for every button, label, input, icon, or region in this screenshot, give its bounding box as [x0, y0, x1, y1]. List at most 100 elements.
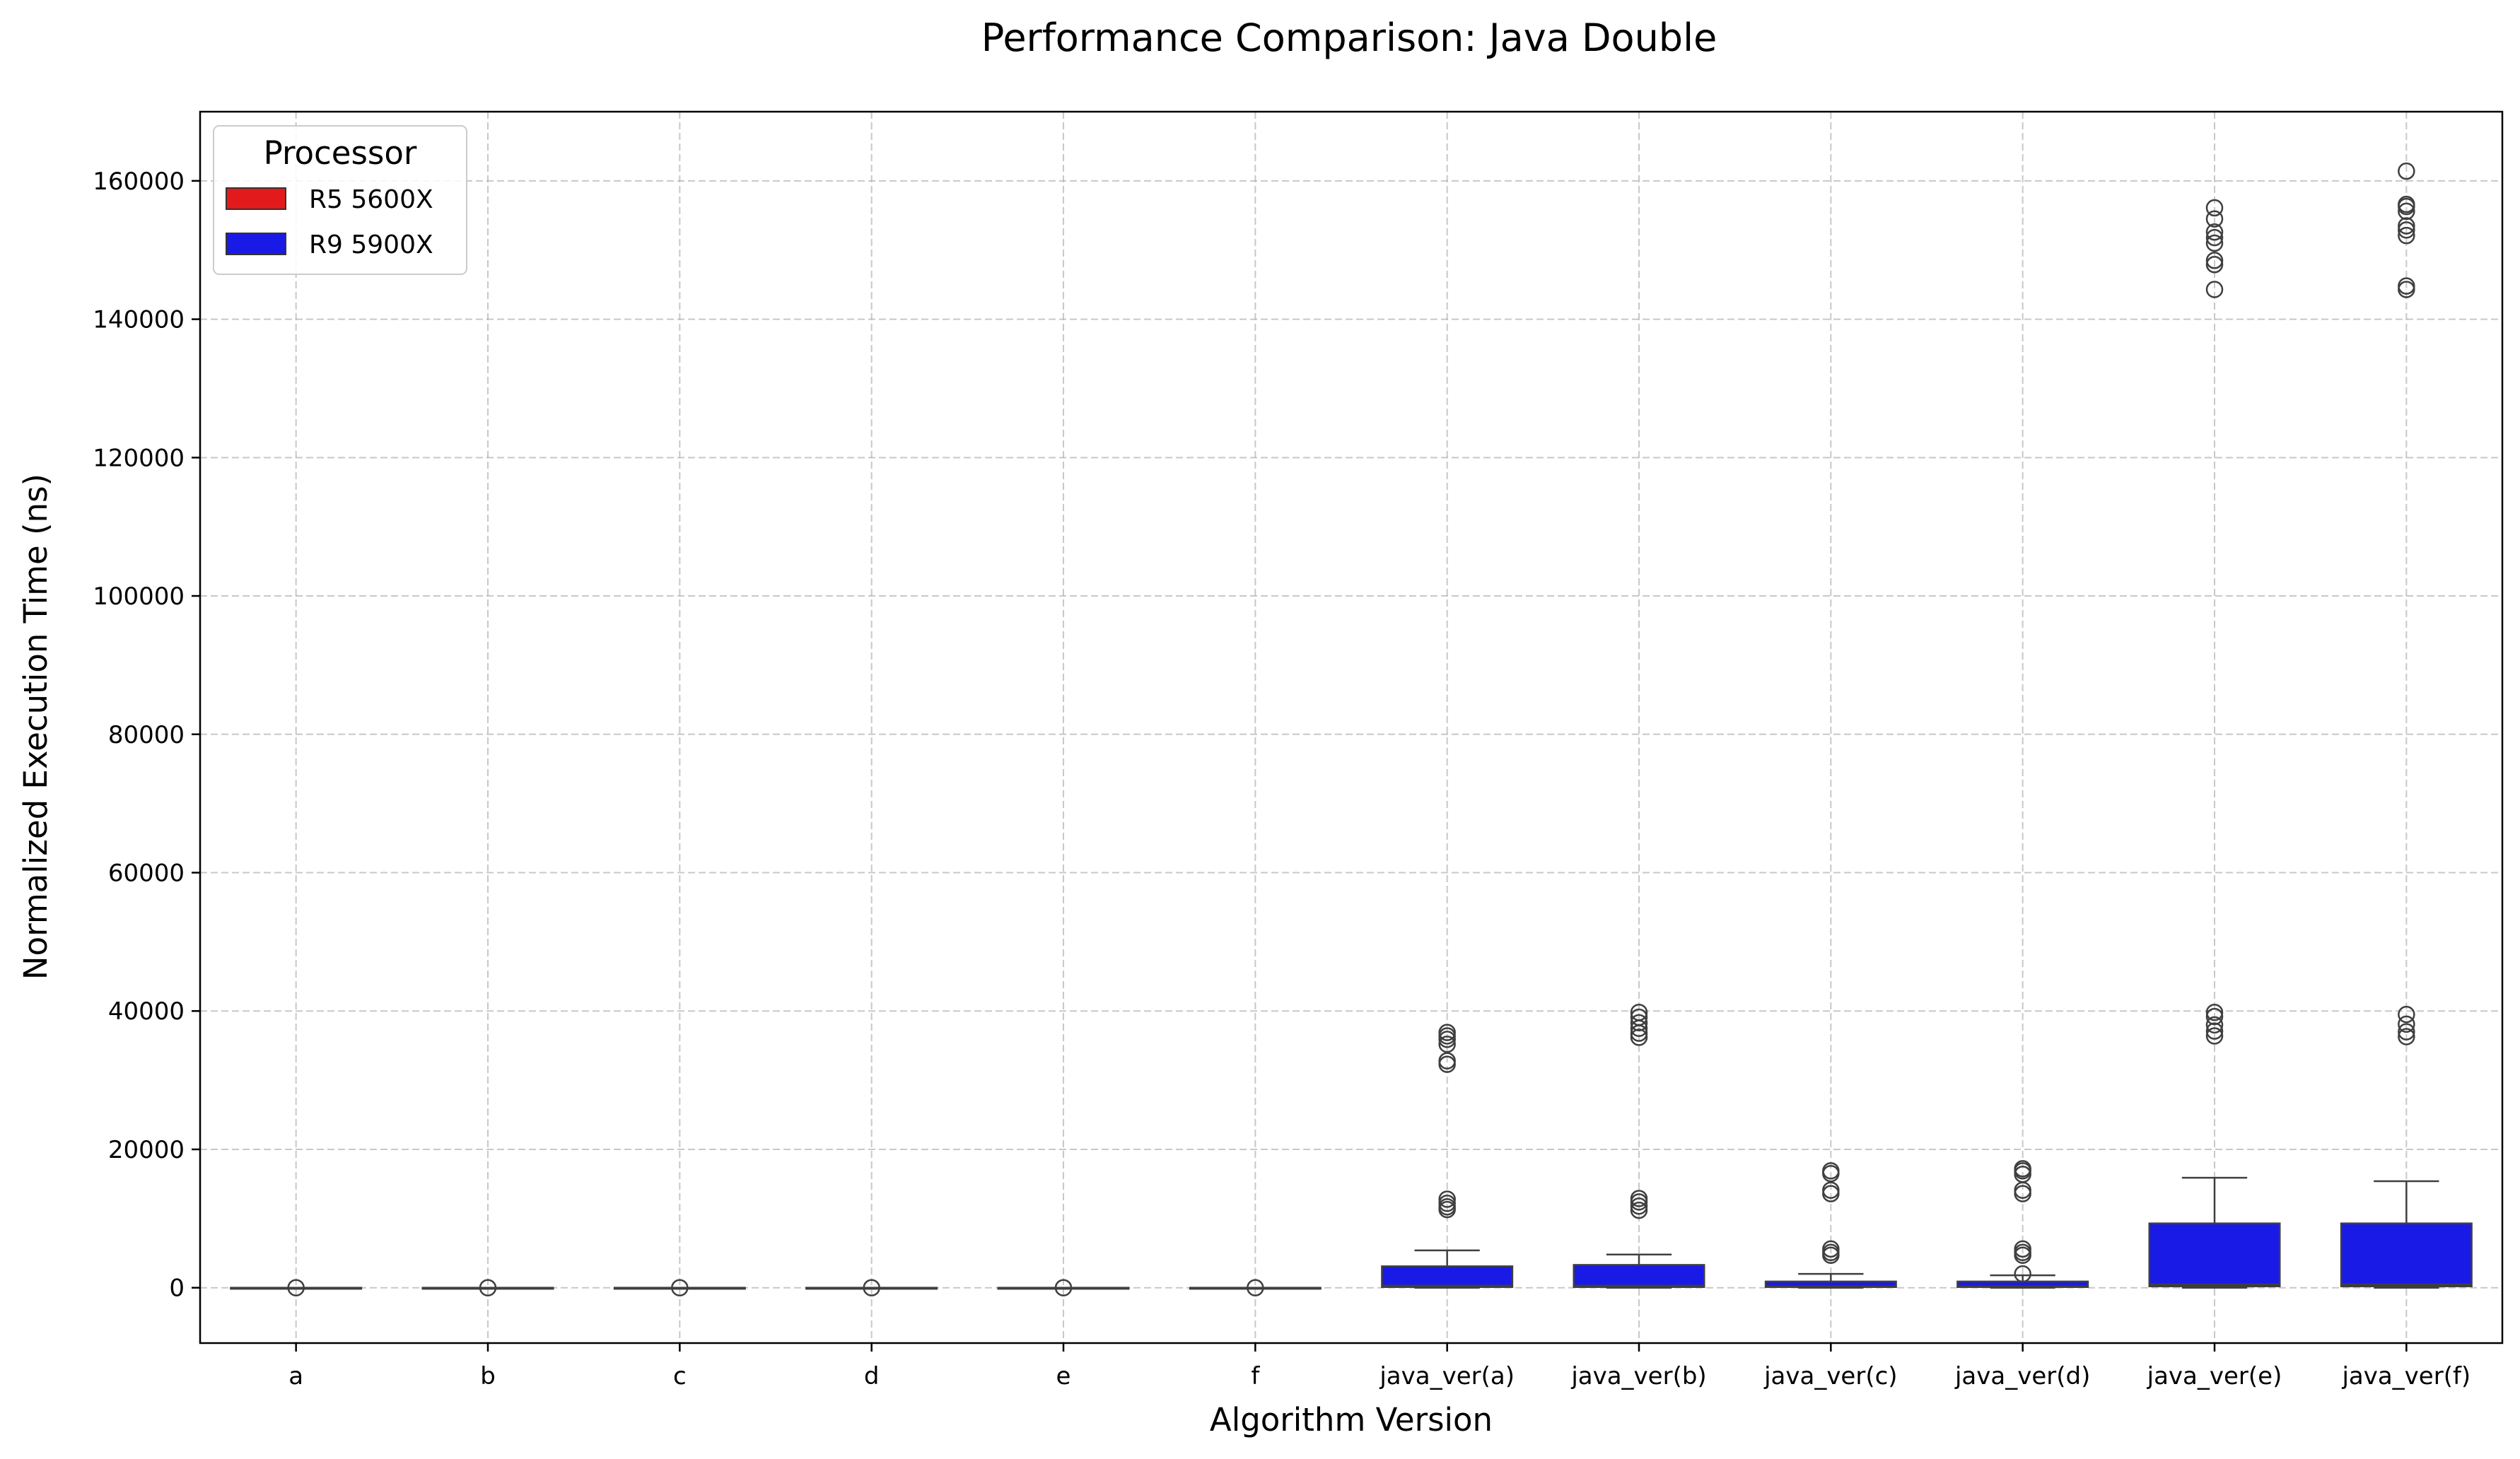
outlier-point [479, 1279, 497, 1296]
outlier-point [2205, 252, 2224, 269]
outlier-point [1630, 1003, 1648, 1021]
outlier-point [2398, 221, 2415, 239]
outlier-point [2398, 195, 2415, 213]
outlier-point [1630, 1197, 1648, 1215]
legend-title: Processor [264, 134, 417, 172]
box-f [1189, 1279, 1322, 1296]
x-tick-label: java_ver(d) [1954, 1362, 2090, 1390]
outlier-point [671, 1279, 689, 1296]
y-tick-label: 80000 [108, 721, 185, 749]
box-c [613, 1279, 746, 1296]
x-tick-label: d [864, 1362, 880, 1390]
x-tick-label: java_ver(b) [1570, 1362, 1706, 1390]
x-tick-label: f [1251, 1362, 1260, 1390]
outlier-point [2205, 199, 2224, 217]
outlier-point [2205, 1022, 2224, 1040]
legend-label-r9-5900x: R9 5900X [309, 230, 433, 259]
legend: Processor R5 5600X R9 5900X [213, 125, 467, 275]
outlier-point [1630, 1029, 1648, 1046]
outlier-point [2205, 1003, 2224, 1021]
outlier-point [2014, 1265, 2031, 1283]
outlier-point [2014, 1240, 2031, 1258]
outlier-point [2398, 1023, 2415, 1041]
outlier-point [2205, 256, 2224, 274]
y-tick-label: 0 [169, 1275, 185, 1303]
outlier-point [2205, 1016, 2224, 1034]
outlier-point [1630, 1014, 1648, 1032]
y-tick-label: 160000 [93, 168, 185, 196]
outlier-point [1822, 1162, 1840, 1180]
outlier-point [2014, 1160, 2031, 1178]
y-tick-label: 140000 [93, 306, 185, 334]
box-java-verb [1573, 1003, 1705, 1289]
chart-title: Performance Comparison: Java Double [981, 16, 1717, 60]
outlier-point [1822, 1240, 1840, 1258]
box-java-verf [2340, 162, 2473, 1289]
y-tick-label: 60000 [108, 860, 185, 888]
y-axis-label: Normalized Execution Time (ns) [17, 474, 54, 980]
outlier-point [2398, 1005, 2415, 1024]
outlier-point [2205, 210, 2224, 228]
outlier-point [2205, 223, 2224, 241]
outlier-point [863, 1279, 880, 1296]
outlier-point [2205, 1027, 2224, 1045]
plot-area-frame [199, 110, 2504, 1344]
outlier-point [2398, 226, 2415, 245]
outlier-point [1822, 1181, 1840, 1199]
box-body [1573, 1264, 1705, 1288]
outlier-point [1630, 1190, 1648, 1207]
y-tick-label: 120000 [93, 444, 185, 472]
x-tick-label: java_ver(f) [2341, 1362, 2471, 1390]
grid-lines [200, 112, 2502, 1343]
x-tick-label: java_ver(a) [1379, 1362, 1515, 1390]
box-body [1381, 1265, 1514, 1288]
outlier-point [2398, 1015, 2415, 1033]
outlier-point [1630, 1201, 1648, 1219]
y-tick-label: 100000 [93, 582, 185, 611]
box-a [230, 1279, 363, 1296]
x-tick-label: java_ver(c) [1763, 1362, 1897, 1390]
box-d [805, 1279, 938, 1296]
x-tick-label: a [288, 1362, 303, 1390]
legend-swatch-r5-5600x [226, 187, 286, 210]
box-java-verd [1956, 1160, 2089, 1289]
box-java-vera [1381, 1024, 1514, 1289]
box-layer [230, 162, 2473, 1296]
outlier-point [1438, 1035, 1456, 1053]
x-axis: a b c d e f java_ver(a) java_ver(b) java_ver(c) j… [288, 1343, 2471, 1390]
outlier-point [1054, 1279, 1073, 1296]
box-java-verc [1764, 1162, 1897, 1289]
outlier-point [2205, 281, 2224, 298]
outlier-point [2205, 1007, 2224, 1026]
legend-label-r5-5600x: R5 5600X [309, 185, 433, 214]
outlier-point [2398, 202, 2415, 221]
y-tick-label: 40000 [108, 997, 185, 1026]
outlier-point [2398, 1028, 2415, 1045]
outlier-point [1438, 1190, 1456, 1208]
box-body [2340, 1222, 2473, 1288]
outlier-point [1438, 1052, 1456, 1070]
y-tick-label: 20000 [108, 1136, 185, 1164]
x-tick-label: e [1056, 1362, 1071, 1390]
outlier-point [2205, 234, 2224, 252]
outlier-point [1630, 1008, 1648, 1026]
box-java-vere [2148, 199, 2281, 1289]
box-b [421, 1279, 554, 1296]
y-axis: 0 20000 40000 60000 80000 100000 120000 140000 1… [93, 168, 200, 1303]
outlier-point [1438, 1195, 1456, 1212]
x-tick-label: java_ver(e) [2147, 1362, 2282, 1390]
x-axis-label: Algorithm Version [1210, 1401, 1493, 1439]
outlier-point [2398, 217, 2415, 235]
outlier-point [2398, 277, 2415, 295]
x-tick-label: b [480, 1362, 496, 1390]
outlier-point [1438, 1024, 1456, 1041]
outlier-point [287, 1279, 305, 1296]
x-tick-label: c [673, 1362, 687, 1390]
outlier-point [1247, 1279, 1264, 1296]
box-e [997, 1279, 1130, 1296]
outlier-point [2205, 228, 2224, 247]
box-body [2148, 1222, 2281, 1288]
outlier-point [2398, 162, 2415, 180]
legend-swatch-r9-5900x [226, 233, 286, 255]
